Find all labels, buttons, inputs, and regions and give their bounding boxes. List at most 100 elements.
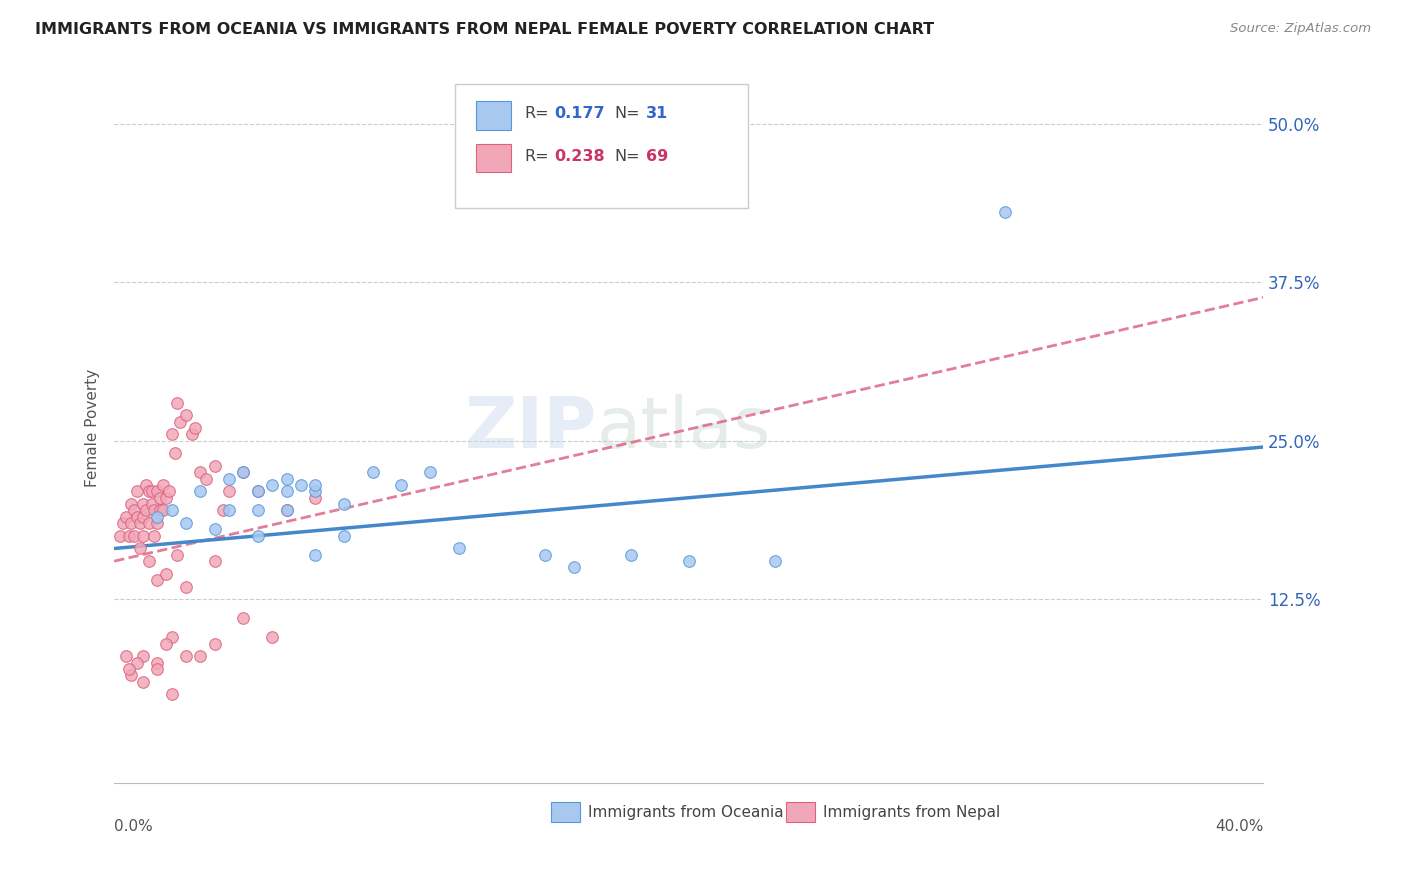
Point [124,503,146,517]
Point [232,611,254,625]
Point [108,529,131,543]
Point [127,484,149,499]
Text: R=: R= [524,106,548,121]
Text: 0.238: 0.238 [554,149,605,163]
Y-axis label: Female Poverty: Female Poverty [86,369,100,487]
Point [174,409,197,423]
Point [183,421,205,435]
Point [246,529,269,543]
Point [120,668,142,682]
Point [160,427,183,442]
Point [190,484,212,499]
Point [290,478,312,492]
Point [174,649,197,664]
FancyBboxPatch shape [551,802,579,822]
Point [146,662,169,676]
Point [232,466,254,480]
Point [114,509,136,524]
Point [174,580,197,594]
Point [304,484,326,499]
Point [114,649,136,664]
Point [232,466,254,480]
Text: 69: 69 [647,149,668,163]
Point [246,503,269,517]
Text: atlas: atlas [596,393,770,463]
Point [143,503,166,517]
Point [276,503,298,517]
Text: Immigrants from Nepal: Immigrants from Nepal [823,805,1001,820]
Point [174,516,197,530]
Point [276,503,298,517]
Point [146,509,169,524]
Point [994,205,1017,219]
Point [204,523,226,537]
FancyBboxPatch shape [786,802,815,822]
Point [138,554,160,568]
Point [132,529,155,543]
FancyBboxPatch shape [477,144,510,172]
Point [160,503,183,517]
Point [304,548,326,562]
Point [127,656,149,670]
Text: Immigrants from Oceania: Immigrants from Oceania [588,805,783,820]
Point [132,509,155,524]
Point [212,503,235,517]
Point [333,497,356,511]
Point [135,503,157,517]
Point [246,484,269,499]
Point [127,509,149,524]
Point [190,466,212,480]
Point [204,637,226,651]
Point [163,446,186,460]
Point [111,516,134,530]
Point [620,548,643,562]
Point [262,478,284,492]
Point [135,478,157,492]
Text: N=: N= [614,106,640,121]
Point [419,466,441,480]
Point [157,484,180,499]
Point [195,472,218,486]
Point [132,649,155,664]
Point [218,503,240,517]
Text: ZIP: ZIP [464,393,596,463]
Point [447,541,470,556]
Point [149,491,172,505]
Point [146,516,169,530]
Point [124,529,146,543]
Point [534,548,557,562]
Point [218,472,240,486]
Point [361,466,384,480]
Point [180,427,202,442]
FancyBboxPatch shape [477,102,510,130]
Point [138,484,160,499]
Text: IMMIGRANTS FROM OCEANIA VS IMMIGRANTS FROM NEPAL FEMALE POVERTY CORRELATION CHAR: IMMIGRANTS FROM OCEANIA VS IMMIGRANTS FR… [35,22,934,37]
Point [391,478,413,492]
Text: Source: ZipAtlas.com: Source: ZipAtlas.com [1230,22,1371,36]
Point [129,516,152,530]
Point [190,649,212,664]
Point [562,560,585,574]
Point [262,630,284,644]
Point [117,529,139,543]
Text: R=: R= [524,149,548,163]
Point [152,503,174,517]
Point [143,529,166,543]
Point [146,573,169,587]
Point [146,656,169,670]
Point [169,415,191,429]
Point [763,554,786,568]
Point [333,529,356,543]
Point [132,674,155,689]
Point [132,497,155,511]
Point [155,566,177,581]
Point [146,484,169,499]
Point [152,478,174,492]
FancyBboxPatch shape [456,84,748,208]
Point [276,472,298,486]
Text: 0.0%: 0.0% [114,819,153,833]
Point [141,497,163,511]
Text: 31: 31 [647,106,668,121]
Point [120,497,142,511]
Point [678,554,700,568]
